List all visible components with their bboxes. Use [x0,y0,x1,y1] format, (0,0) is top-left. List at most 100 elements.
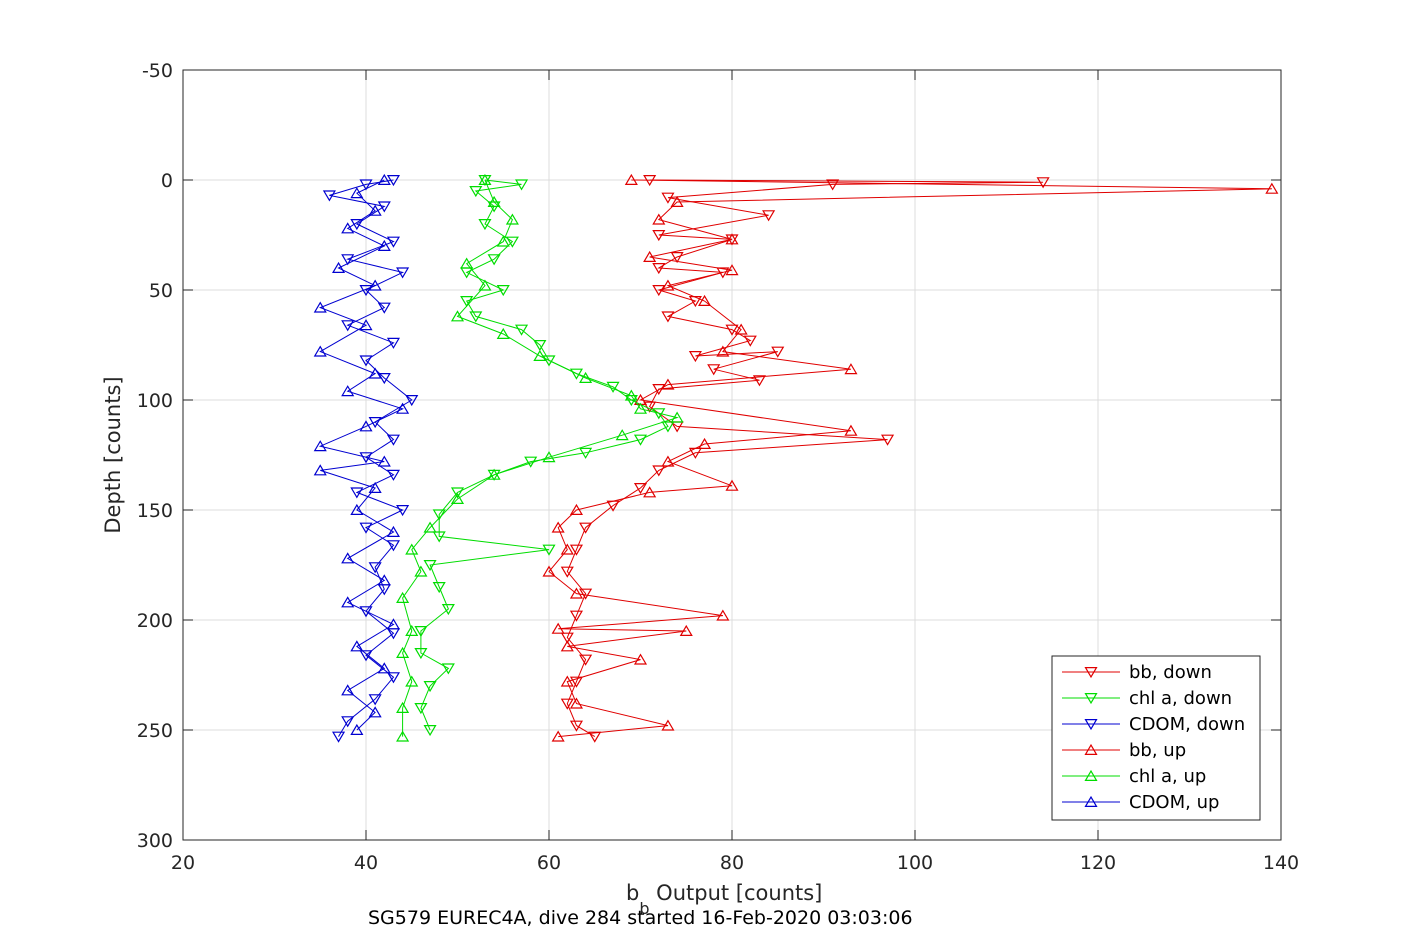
data-point-bb-up [560,640,574,652]
legend-label-cdom-down: CDOM, down [1129,714,1245,735]
data-point-bb-up [551,622,565,634]
y-tick-label: 0 [161,170,173,192]
data-point-bb-down [560,632,574,644]
data-point-cdom-up [313,301,327,313]
data-point-chl-a-up [670,411,684,423]
x-axis-label: bb Output [counts] [626,881,822,918]
x-tick-label: 80 [720,852,744,874]
data-point-chl-a-down [469,311,483,323]
x-tick-label: 100 [897,852,933,874]
data-point-cdom-down [322,190,336,202]
data-point-cdom-down [350,487,364,499]
data-point-cdom-up [350,187,364,199]
data-point-chl-a-down [432,581,446,594]
data-point-cdom-up [377,455,391,467]
data-point-chl-a-down [478,219,492,231]
series-chl-a-up [396,173,684,742]
series-line-bb-down [566,179,1044,738]
y-tick-label: 50 [149,280,173,302]
series-bb-up [542,173,1279,742]
data-point-chl-a-down [423,559,437,572]
data-point-cdom-down [386,540,400,552]
y-tick-label: 300 [137,830,173,852]
data-point-chl-a-up [450,492,465,504]
x-tick-label: 140 [1263,852,1299,874]
series-line-cdom-up [318,179,404,731]
data-point-bb-down [652,384,666,396]
data-point-cdom-down [377,302,391,314]
data-point-chl-a-down [460,296,474,308]
legend-marker-cdom-up [1084,795,1098,808]
data-point-cdom-down [359,355,373,367]
series-bb-down [560,175,1050,743]
data-point-cdom-down [368,694,382,706]
data-point-chl-a-up [460,257,474,269]
data-point-bb-up [569,697,583,709]
data-point-bb-down [752,375,766,387]
data-point-chl-a-up [396,646,410,659]
data-point-bb-up [652,213,666,225]
data-point-cdom-up [377,239,391,251]
legend-box [1051,655,1261,821]
data-point-cdom-up [386,525,400,538]
data-point-chl-a-up [633,402,648,414]
data-point-bb-up [624,173,638,185]
data-point-cdom-up [341,552,355,564]
data-point-bb-up [661,719,675,731]
data-point-chl-a-down [661,421,675,433]
legend-marker-chl-a-up [1084,769,1098,782]
data-point-bb-down [661,311,675,323]
x-tick-label: 20 [171,852,195,874]
data-point-cdom-up [350,723,364,736]
x-axis-label-subscript: b [639,899,649,918]
data-point-bb-down [1036,177,1050,189]
data-point-bb-down [652,263,666,275]
ticks: 20 40 60 80 100 120 140 -50 0 50 100 150 200 250 300 [137,60,1299,874]
data-point-chl-a-down [515,179,529,191]
data-point-chl-a-up [478,279,492,291]
data-point-bb-down [569,610,583,622]
data-point-chl-a-up [624,389,638,401]
data-point-bb-down [652,285,666,297]
x-tick-label: 60 [537,852,561,874]
data-point-cdom-down [359,522,373,534]
y-tick-label: 100 [137,390,173,412]
legend-marker-cdom-down [1084,718,1098,731]
data-point-bb-up [633,653,648,665]
data-point-bb-down [633,483,648,495]
data-point-chl-a-up [414,565,428,577]
data-point-cdom-down [396,505,410,517]
data-point-cdom-up [377,574,391,586]
data-point-chl-a-down [414,702,428,715]
data-point-bb-down [569,676,583,688]
y-tick-label: 200 [137,610,173,632]
data-point-cdom-down [332,731,346,743]
data-point-bb-up [698,437,712,449]
data-point-chl-a-down [469,186,483,198]
data-point-chl-a-up [505,213,519,225]
legend-label-chl-a-up: chl a, up [1129,766,1206,787]
data-point-cdom-down [359,179,373,191]
data-point-cdom-up [341,222,355,234]
data-point-bb-down [588,731,602,743]
data-point-bb-up [716,345,730,357]
data-point-bb-down [688,296,702,308]
data-point-chl-a-down [432,531,446,543]
data-point-chl-a-up [542,451,556,463]
data-point-chl-a-up [423,521,437,533]
data-point-bb-up [679,624,693,637]
x-axis-label-rest: Output [counts] [650,881,823,905]
data-point-cdom-up [386,618,400,630]
data-point-bb-down [771,346,785,358]
data-point-chl-a-down [542,544,556,556]
data-point-bb-down [707,364,721,376]
data-point-cdom-down [386,672,400,684]
data-point-cdom-up [359,319,373,331]
data-point-cdom-up [368,204,382,216]
legend-marker-bb-down [1084,666,1098,679]
series-cdom-up [313,173,410,736]
data-point-chl-a-down [505,236,519,248]
data-point-chl-a-up [450,310,465,322]
data-point-bb-up [661,378,675,390]
data-point-chl-a-down [423,680,437,693]
